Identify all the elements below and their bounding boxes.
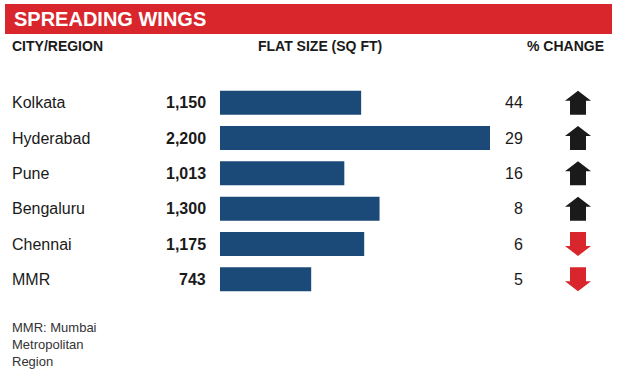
- svg-text:Chennai: Chennai: [12, 236, 72, 253]
- svg-text:Kolkata: Kolkata: [12, 94, 65, 111]
- svg-text:CITY/REGION: CITY/REGION: [12, 38, 103, 54]
- svg-text:5: 5: [514, 271, 523, 288]
- svg-text:2,200: 2,200: [166, 130, 206, 147]
- svg-text:FLAT SIZE (SQ FT): FLAT SIZE (SQ FT): [258, 38, 382, 54]
- svg-text:6: 6: [514, 236, 523, 253]
- svg-text:1,300: 1,300: [166, 200, 206, 217]
- svg-text:29: 29: [505, 130, 523, 147]
- svg-text:Bengaluru: Bengaluru: [12, 200, 85, 217]
- svg-text:MMR: MumbaiMetropolitanRegion: MMR: MumbaiMetropolitanRegion: [12, 320, 97, 369]
- svg-text:MMR: MMR: [12, 271, 50, 288]
- svg-text:Hyderabad: Hyderabad: [12, 130, 90, 147]
- svg-text:8: 8: [514, 200, 523, 217]
- svg-text:Pune: Pune: [12, 165, 49, 182]
- svg-text:1,175: 1,175: [166, 236, 206, 253]
- svg-text:% CHANGE: % CHANGE: [527, 38, 604, 54]
- svg-text:1,013: 1,013: [166, 165, 206, 182]
- svg-text:SPREADING WINGS: SPREADING WINGS: [14, 8, 206, 30]
- svg-text:44: 44: [505, 94, 523, 111]
- svg-text:16: 16: [505, 165, 523, 182]
- svg-text:1,150: 1,150: [166, 94, 206, 111]
- svg-text:743: 743: [179, 271, 206, 288]
